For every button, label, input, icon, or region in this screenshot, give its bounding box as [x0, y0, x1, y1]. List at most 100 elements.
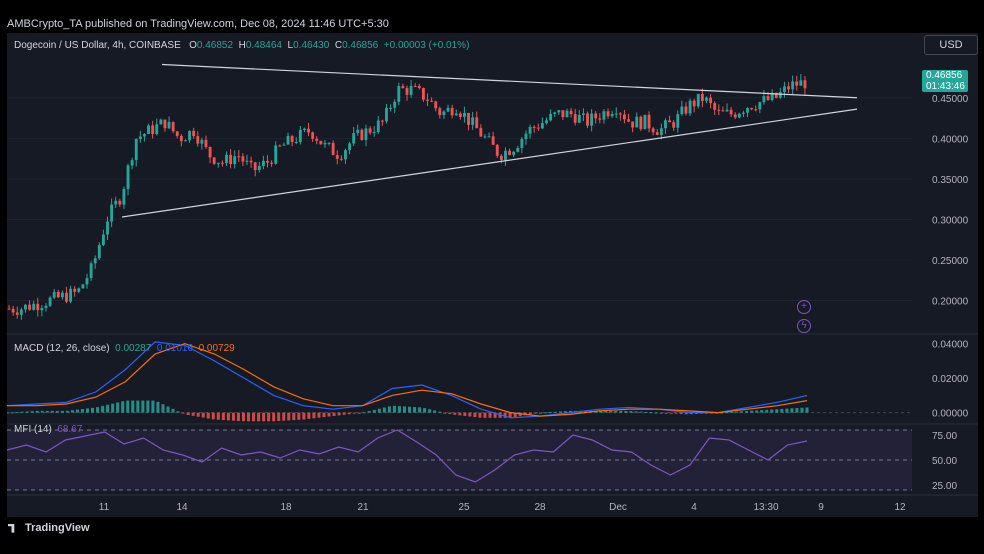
macd-hist-bar [543, 412, 547, 414]
macd-hist-bar [186, 412, 190, 415]
macd-hist-bar [116, 402, 120, 413]
macd-hist-bar [236, 412, 240, 421]
candle-body [639, 116, 643, 130]
macd-hist-bar [50, 410, 54, 413]
candle-body [171, 121, 175, 132]
macd-hist-bar [65, 410, 69, 413]
candle-body [348, 143, 351, 151]
candle-body [110, 204, 114, 222]
macd-hist-bar [257, 412, 261, 422]
macd-line-value: 0.01016 [156, 343, 194, 354]
macd-hist-bar [277, 412, 281, 421]
candle-body [184, 140, 187, 142]
candle-body [261, 160, 265, 167]
macd-hist-bar [226, 412, 230, 421]
macd-hist-bar [141, 400, 145, 413]
candle-body [216, 162, 220, 164]
macd-legend[interactable]: MACD (12, 26, close) 0.00287 0.01016 0.0… [14, 343, 235, 354]
candle-body [483, 136, 487, 138]
macd-hist-bar [327, 412, 331, 417]
symbol-title[interactable]: Dogecoin / US Dollar, 4h, COINBASE [14, 40, 181, 51]
candle-body [700, 93, 704, 101]
macd-hist-bar [397, 406, 401, 413]
macd-hist-bar [478, 412, 482, 418]
macd-hist-bar [553, 411, 557, 413]
macd-hist-bar [604, 410, 608, 413]
mfi-legend[interactable]: MFI (14) 68.67 [14, 424, 82, 435]
candle-body [85, 278, 89, 285]
macd-hist-bar [106, 404, 110, 413]
candle-body [684, 106, 688, 114]
macd-hist-bar [463, 412, 467, 416]
candle-body [89, 263, 93, 279]
tradingview-logo-icon [8, 523, 15, 533]
macd-hist-bar [136, 400, 140, 413]
chart-area[interactable]: 0.20000 0.25000 0.30000 0.35000 0.40000 0.450… [5, 33, 978, 517]
candle-body [479, 128, 483, 137]
macd-hist-bar [362, 412, 366, 414]
candle-body [122, 189, 126, 205]
macd-hist-bar [317, 412, 321, 418]
currency-button[interactable]: USD [924, 35, 978, 55]
macd-hist-bar [156, 401, 160, 413]
macd-hist-bar [443, 412, 447, 414]
candle-body [746, 108, 749, 113]
macd-hist-bar [45, 410, 49, 413]
macd-hist-bar [221, 412, 225, 421]
candle-body [672, 122, 676, 128]
macd-hist-bar [805, 407, 809, 413]
macd-hist-bar [689, 412, 693, 415]
candle-body [52, 291, 56, 298]
candle-body [204, 139, 208, 148]
candle-body [286, 135, 290, 145]
x-tick-label: 4 [691, 502, 697, 513]
close-value: 0.46856 [342, 40, 379, 51]
mfi-y-tick-label: 50.00 [932, 456, 957, 467]
macd-hist-bar [694, 412, 698, 414]
macd-hist-bar [684, 412, 688, 415]
mfi-value: 68.67 [57, 424, 83, 435]
candle-body [114, 200, 118, 205]
macd-y-tick-label: 0.04000 [932, 340, 969, 351]
candle-body [167, 121, 171, 129]
candle-body [93, 258, 97, 264]
candle-body [680, 106, 684, 115]
macd-hist-bar [775, 409, 779, 413]
trendline-lower [121, 108, 858, 218]
plus-circle-icon[interactable]: + [797, 300, 811, 314]
candle-body [467, 112, 470, 125]
macd-hist-bar [674, 412, 678, 414]
candle-body [438, 108, 442, 116]
x-tick-label: 13:30 [753, 502, 778, 513]
macd-hist-bar [337, 412, 341, 416]
macd-hist-bar [750, 410, 754, 413]
x-tick-label: 14 [176, 502, 188, 513]
candle-body [192, 130, 196, 137]
candle-body [19, 309, 23, 315]
candle-body [11, 308, 15, 313]
candle-body [69, 288, 73, 302]
macd-hist-bar [211, 412, 215, 420]
tradingview-footer[interactable]: TradingView [8, 522, 90, 534]
candle-body [188, 130, 191, 141]
macd-hist-bar [408, 406, 412, 413]
macd-hist-bar [624, 410, 628, 413]
candle-body [475, 117, 479, 129]
candle-body [356, 129, 360, 134]
candle-body [155, 124, 159, 135]
candle-body [212, 157, 216, 164]
candle-body [417, 86, 421, 88]
candle-body [631, 121, 635, 128]
macd-hist-bar [513, 412, 517, 418]
candle-body [557, 110, 561, 113]
candle-body [713, 103, 717, 110]
chart-canvas[interactable]: 0.20000 0.25000 0.30000 0.35000 0.40000 0.450… [5, 33, 978, 517]
lightning-circle-icon[interactable]: ϟ [797, 319, 811, 333]
candle-body [766, 96, 770, 100]
high-label: H [238, 40, 246, 51]
candle-body [307, 128, 310, 133]
macd-hist-bar [342, 412, 346, 415]
candle-body [138, 136, 142, 139]
candle-body [294, 142, 298, 144]
macd-hist-bar [669, 412, 673, 414]
